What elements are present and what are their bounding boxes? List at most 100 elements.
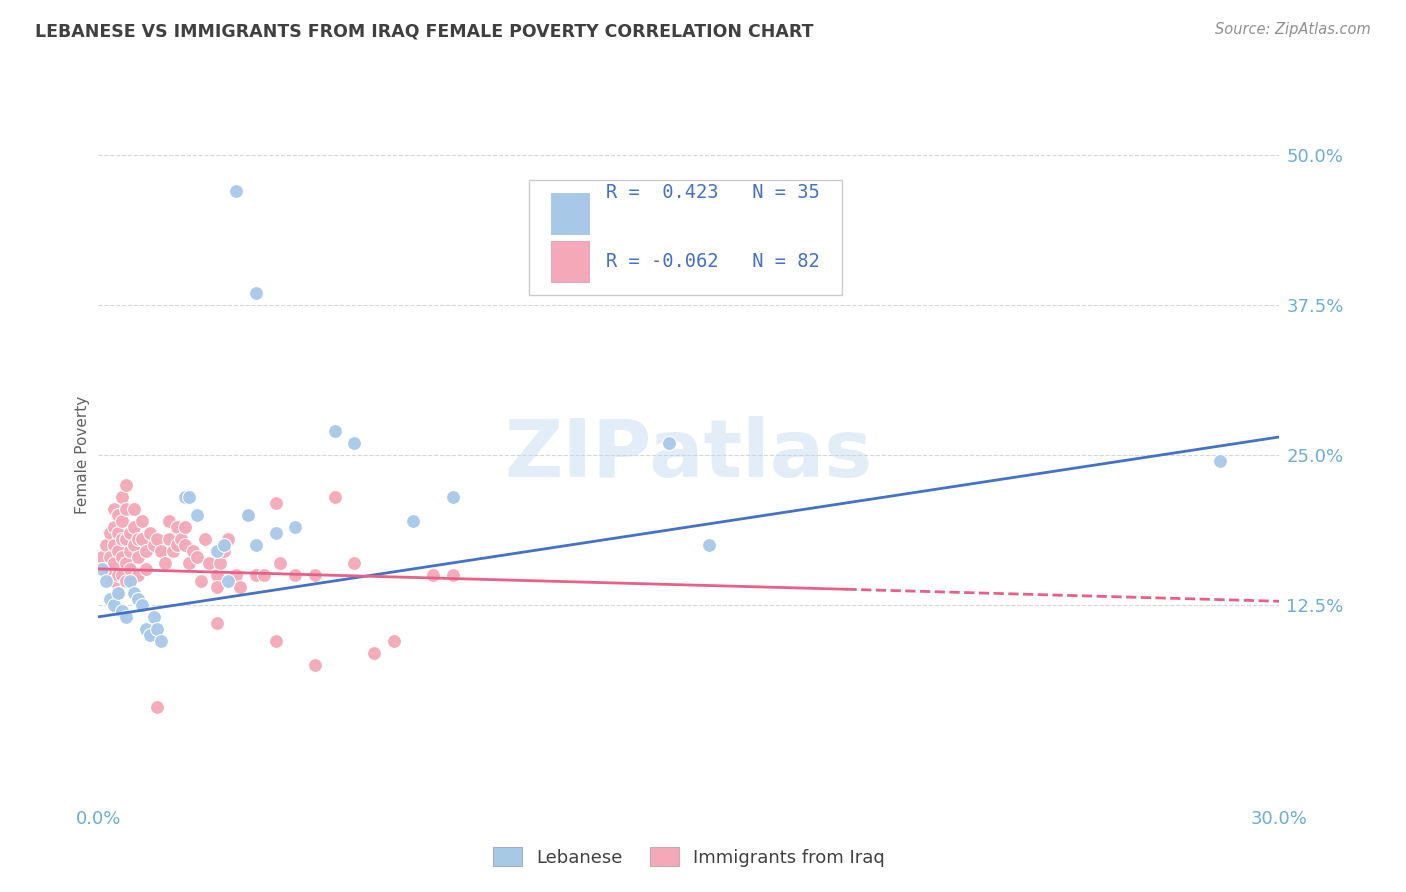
Point (186, 549, 208, 564)
Point (190, 574, 212, 588)
Point (264, 496, 287, 510)
Point (98, 549, 121, 564)
Point (127, 591, 149, 606)
Point (135, 544, 157, 558)
Point (142, 610, 165, 624)
FancyBboxPatch shape (530, 180, 842, 295)
Point (264, 633, 287, 648)
Point (166, 520, 188, 534)
Point (118, 574, 141, 588)
Point (245, 285, 267, 300)
Point (107, 586, 129, 600)
Point (205, 615, 228, 630)
Point (111, 567, 134, 582)
Point (323, 424, 346, 438)
Point (205, 544, 228, 558)
Point (107, 525, 129, 540)
Point (157, 514, 180, 528)
Point (111, 604, 134, 618)
Point (162, 544, 184, 558)
Point (343, 556, 366, 570)
Point (115, 478, 138, 492)
Point (103, 574, 125, 588)
Point (103, 598, 125, 612)
Point (107, 508, 129, 522)
Bar (551, 193, 589, 235)
Point (1209, 454, 1232, 468)
Point (441, 490, 464, 504)
Text: Source: ZipAtlas.com: Source: ZipAtlas.com (1215, 22, 1371, 37)
Legend: Lebanese, Immigrants from Iraq: Lebanese, Immigrants from Iraq (486, 840, 891, 874)
Point (284, 567, 307, 582)
Point (245, 567, 267, 582)
Point (91, 562, 114, 576)
Point (323, 490, 346, 504)
Point (225, 567, 247, 582)
Point (103, 556, 125, 570)
Point (343, 436, 366, 450)
Point (284, 520, 307, 534)
Point (177, 490, 200, 504)
Point (111, 549, 134, 564)
Point (214, 544, 236, 558)
Text: LEBANESE VS IMMIGRANTS FROM IRAQ FEMALE POVERTY CORRELATION CHART: LEBANESE VS IMMIGRANTS FROM IRAQ FEMALE … (35, 22, 814, 40)
Bar (551, 241, 589, 283)
Point (150, 544, 173, 558)
Point (115, 574, 138, 588)
Point (177, 556, 200, 570)
Point (131, 514, 153, 528)
Point (181, 544, 204, 558)
Point (225, 184, 247, 198)
Point (402, 514, 425, 528)
Point (363, 646, 385, 660)
Point (118, 525, 141, 540)
Point (157, 532, 180, 546)
Point (98, 562, 121, 576)
Point (264, 525, 287, 540)
Point (122, 538, 145, 552)
Point (127, 549, 149, 564)
Point (138, 628, 160, 642)
Point (166, 538, 188, 552)
Point (115, 502, 138, 516)
Text: ZIPatlas: ZIPatlas (505, 416, 873, 494)
Point (131, 532, 153, 546)
Point (205, 580, 228, 594)
Point (135, 562, 157, 576)
Point (658, 436, 681, 450)
Point (107, 544, 129, 558)
Point (138, 525, 160, 540)
Point (194, 532, 217, 546)
Point (174, 490, 197, 504)
Point (245, 538, 267, 552)
Point (98, 591, 121, 606)
Point (382, 633, 405, 648)
Point (422, 567, 444, 582)
Point (127, 567, 149, 582)
Point (236, 508, 259, 522)
Point (115, 532, 138, 546)
Point (197, 556, 219, 570)
Point (98, 525, 121, 540)
Point (269, 556, 291, 570)
Point (155, 556, 177, 570)
Point (236, 508, 259, 522)
Point (186, 508, 208, 522)
Point (122, 502, 145, 516)
Point (127, 532, 149, 546)
Point (217, 574, 239, 588)
Point (253, 567, 276, 582)
Point (150, 633, 173, 648)
Point (107, 586, 129, 600)
Point (146, 622, 169, 636)
Point (697, 538, 720, 552)
Point (229, 580, 252, 594)
Point (441, 567, 464, 582)
Point (122, 520, 145, 534)
Point (96, 574, 118, 588)
Point (111, 532, 134, 546)
Point (174, 538, 197, 552)
Point (214, 538, 236, 552)
Point (103, 502, 125, 516)
Point (115, 556, 138, 570)
